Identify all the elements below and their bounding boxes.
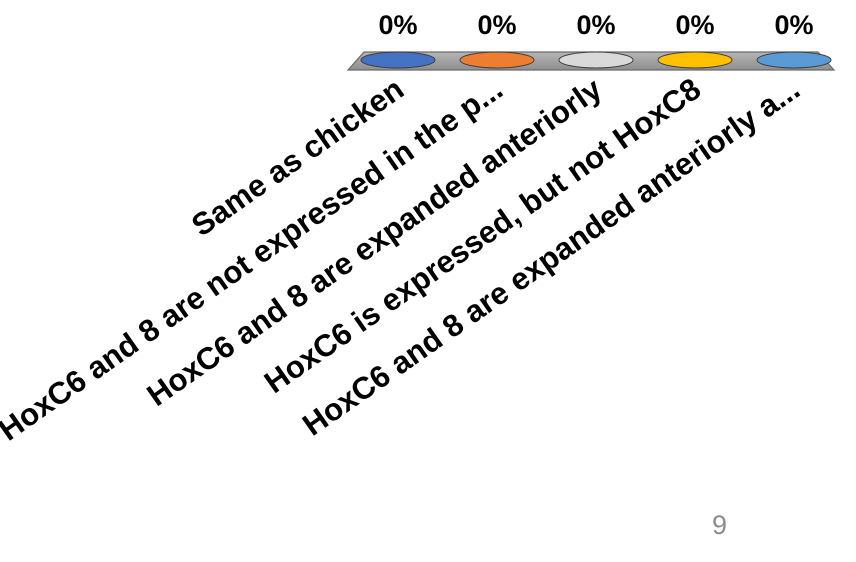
value-label-1: 0% — [378, 10, 417, 40]
value-label-2: 0% — [477, 10, 516, 40]
value-label-5: 0% — [774, 10, 813, 40]
value-label-4: 0% — [675, 10, 714, 40]
bar-1 — [360, 51, 436, 69]
slide-number: 9 — [712, 510, 728, 540]
bar-2 — [459, 51, 535, 69]
bar-5 — [756, 51, 832, 69]
value-label-3: 0% — [576, 10, 615, 40]
bar-4 — [657, 51, 733, 69]
bar-3 — [558, 51, 634, 69]
